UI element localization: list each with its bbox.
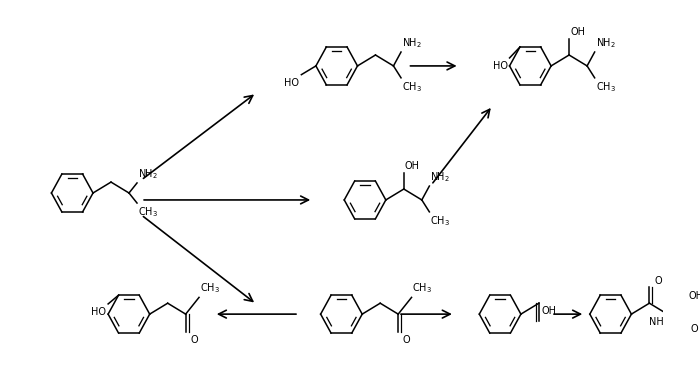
Text: HO: HO xyxy=(91,307,106,317)
Text: NH$_2$: NH$_2$ xyxy=(430,170,450,184)
Text: CH$_3$: CH$_3$ xyxy=(402,80,422,94)
Text: HO: HO xyxy=(493,61,507,71)
Text: CH$_3$: CH$_3$ xyxy=(596,80,615,94)
Text: O: O xyxy=(690,324,698,334)
Text: CH$_3$: CH$_3$ xyxy=(138,205,158,219)
Text: CH$_3$: CH$_3$ xyxy=(412,282,433,295)
Text: CH$_3$: CH$_3$ xyxy=(430,214,450,228)
Text: O: O xyxy=(190,335,198,345)
Text: OH: OH xyxy=(405,161,420,171)
Text: OH: OH xyxy=(542,306,557,316)
Text: OH: OH xyxy=(688,291,700,301)
Text: CH$_3$: CH$_3$ xyxy=(200,282,220,295)
Text: NH$_2$: NH$_2$ xyxy=(138,167,158,181)
Text: NH: NH xyxy=(649,317,664,327)
Text: NH$_2$: NH$_2$ xyxy=(402,36,422,50)
Text: OH: OH xyxy=(570,27,585,37)
Text: O: O xyxy=(403,335,410,345)
Text: NH$_2$: NH$_2$ xyxy=(596,36,615,50)
Text: O: O xyxy=(654,276,662,286)
Text: HO: HO xyxy=(284,78,300,88)
